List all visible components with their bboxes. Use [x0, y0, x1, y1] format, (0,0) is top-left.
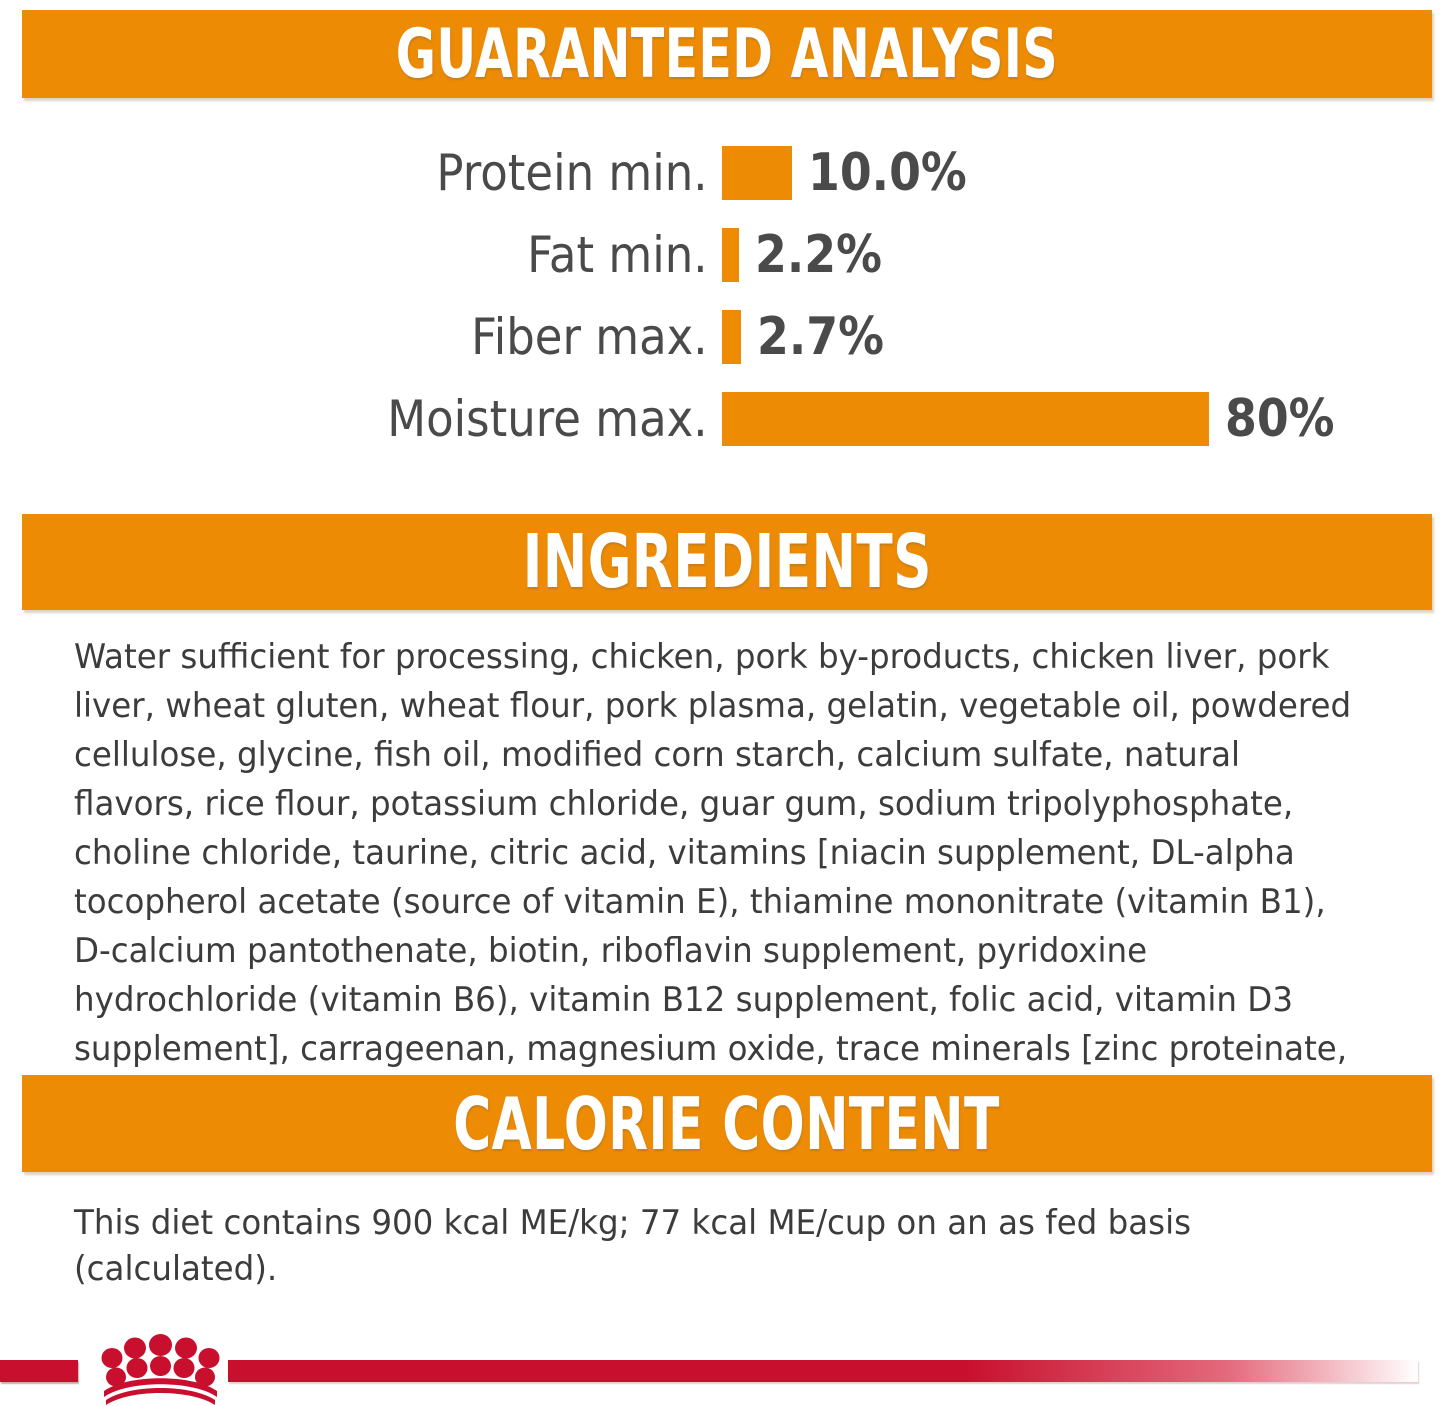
section-header-ingredients: INGREDIENTS [22, 514, 1432, 610]
analysis-row-fiber: Fiber max. 2.7% [0, 296, 1445, 378]
analysis-value-moisture: 80% [1225, 389, 1335, 449]
analysis-value-fiber: 2.7% [757, 307, 884, 367]
analysis-value-fat: 2.2% [755, 225, 882, 285]
calorie-content-title: CALORIE CONTENT [453, 1081, 1001, 1166]
analysis-label-moisture: Moisture max. [387, 390, 708, 448]
analysis-value-protein: 10.0% [808, 143, 967, 203]
ingredients-title: INGREDIENTS [522, 519, 932, 605]
section-header-guaranteed-analysis: GUARANTEED ANALYSIS [22, 10, 1432, 98]
analysis-label-protein: Protein min. [436, 144, 708, 202]
guaranteed-analysis-title: GUARANTEED ANALYSIS [395, 14, 1059, 94]
analysis-bar-fat [722, 228, 739, 282]
analysis-bar-wrap-fat: 2.2% [722, 214, 1445, 296]
footer-rule-left [0, 1360, 78, 1382]
section-header-calorie-content: CALORIE CONTENT [22, 1075, 1432, 1172]
analysis-row-fat: Fat min. 2.2% [0, 214, 1445, 296]
analysis-bar-fiber [722, 310, 741, 364]
calorie-content-paragraph: This diet contains 900 kcal ME/kg; 77 kc… [74, 1203, 1192, 1288]
analysis-bar-wrap-protein: 10.0% [722, 132, 1445, 214]
royal-canin-crown-icon [101, 1334, 220, 1405]
analysis-bar-protein [722, 146, 792, 200]
analysis-bar-wrap-moisture: 80% [722, 378, 1445, 460]
footer-brand-bar [0, 1326, 1445, 1406]
analysis-bar-wrap-fiber: 2.7% [722, 296, 1445, 378]
footer-rule-right [228, 1360, 1418, 1382]
analysis-label-fiber: Fiber max. [471, 308, 708, 366]
analysis-label-fat: Fat min. [527, 226, 708, 284]
analysis-row-moisture: Moisture max. 80% [0, 378, 1445, 460]
guaranteed-analysis-chart: Protein min. 10.0% Fat min. 2.2% Fiber m… [0, 132, 1445, 460]
analysis-row-protein: Protein min. 10.0% [0, 132, 1445, 214]
analysis-bar-moisture [722, 392, 1209, 446]
